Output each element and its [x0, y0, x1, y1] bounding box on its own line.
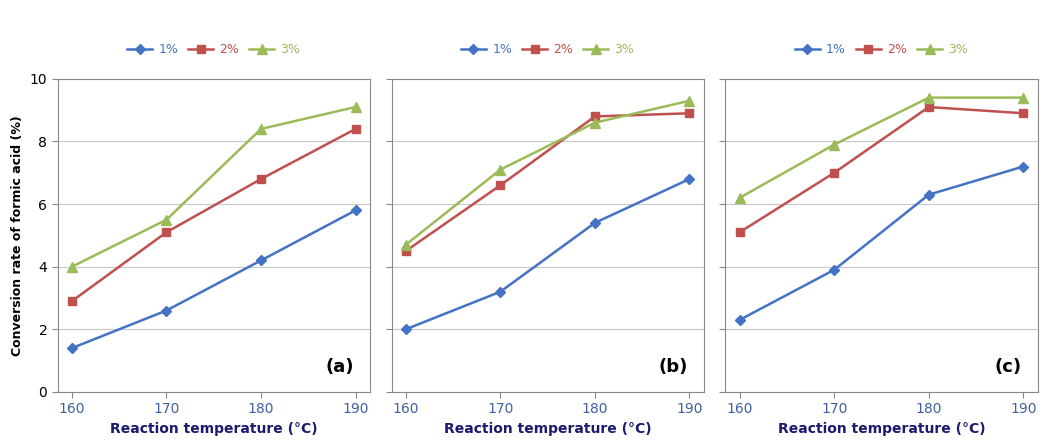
2% [160, 230, 172, 235]
1% [589, 220, 601, 226]
Line: 1%: 1% [736, 163, 1027, 323]
1% [828, 267, 841, 273]
1% [1017, 164, 1030, 169]
3% [160, 217, 172, 223]
3% [828, 142, 841, 147]
1% [65, 346, 78, 351]
1% [399, 327, 412, 332]
2% [65, 299, 78, 304]
2% [923, 104, 935, 110]
3% [65, 264, 78, 270]
2% [828, 170, 841, 175]
3% [254, 126, 267, 131]
Legend: 1%, 2%, 3%: 1%, 2%, 3% [456, 38, 639, 61]
3% [1017, 95, 1030, 100]
Legend: 1%, 2%, 3%: 1%, 2%, 3% [789, 38, 973, 61]
X-axis label: Reaction temperature (°C): Reaction temperature (°C) [444, 422, 652, 436]
1% [160, 308, 172, 313]
Text: (a): (a) [326, 358, 354, 376]
2% [254, 177, 267, 182]
2% [399, 249, 412, 254]
Y-axis label: Conversion rate of formic acid (%): Conversion rate of formic acid (%) [12, 115, 24, 356]
Line: 2%: 2% [736, 103, 1028, 236]
Line: 2%: 2% [401, 109, 694, 255]
2% [1017, 110, 1030, 116]
Line: 2%: 2% [67, 125, 359, 305]
2% [349, 126, 362, 131]
1% [923, 192, 935, 198]
3% [683, 98, 696, 103]
3% [923, 95, 935, 100]
3% [349, 104, 362, 110]
3% [494, 167, 507, 172]
Line: 3%: 3% [735, 93, 1028, 202]
3% [589, 120, 601, 125]
3% [734, 195, 746, 201]
2% [494, 183, 507, 188]
2% [734, 230, 746, 235]
X-axis label: Reaction temperature (°C): Reaction temperature (°C) [110, 422, 317, 436]
1% [494, 289, 507, 295]
1% [734, 317, 746, 323]
Legend: 1%, 2%, 3%: 1%, 2%, 3% [122, 38, 306, 61]
Line: 1%: 1% [68, 207, 359, 351]
Text: (b): (b) [659, 358, 688, 376]
Text: (c): (c) [995, 358, 1022, 376]
1% [254, 258, 267, 263]
Line: 1%: 1% [403, 176, 693, 333]
Line: 3%: 3% [67, 102, 360, 271]
X-axis label: Reaction temperature (°C): Reaction temperature (°C) [778, 422, 985, 436]
1% [683, 177, 696, 182]
2% [683, 110, 696, 116]
3% [399, 242, 412, 248]
1% [349, 208, 362, 213]
2% [589, 114, 601, 119]
Line: 3%: 3% [400, 96, 695, 249]
